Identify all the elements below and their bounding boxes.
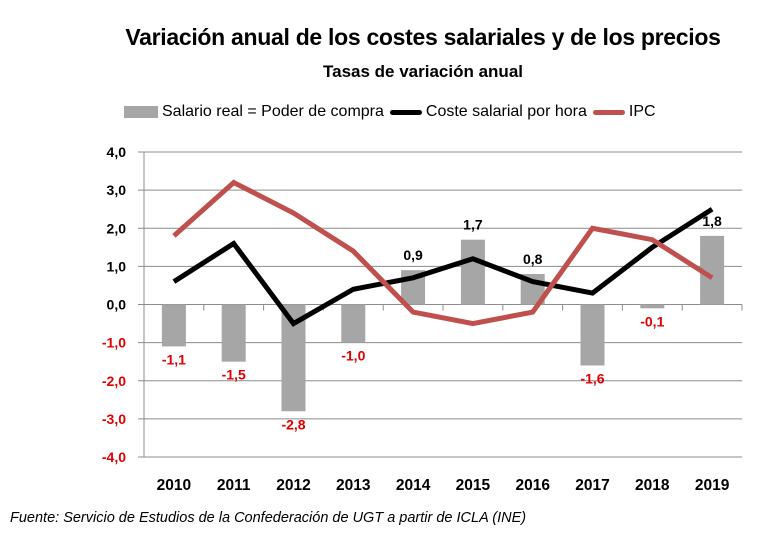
y-tick-label: 1,0	[107, 258, 127, 274]
x-tick-label: 2012	[276, 477, 310, 494]
y-tick-label: -2,0	[102, 373, 126, 389]
bar-data-label: 1,8	[702, 213, 722, 229]
bar-data-label: -2,8	[281, 416, 305, 432]
x-tick-label: 2013	[336, 477, 371, 494]
y-tick-label: -4,0	[102, 449, 126, 465]
y-tick-label: 2,0	[107, 220, 127, 236]
legend-swatch-black-line	[389, 109, 422, 115]
legend-label-coste-salarial: Coste salarial por hora	[425, 103, 587, 120]
bar-data-label: 1,7	[463, 217, 483, 233]
chart-subtitle: Tasas de variación anual	[323, 62, 523, 81]
legend-label-salario-real: Salario real = Poder de compra	[162, 103, 384, 120]
line-coste-salarial	[172, 207, 714, 327]
bar-data-label: -1,1	[162, 351, 186, 367]
x-tick-label: 2014	[396, 477, 431, 494]
bar-data-label: 0,9	[403, 247, 423, 263]
bar	[640, 304, 665, 309]
x-tick-label: 2015	[456, 477, 491, 494]
bar-data-label: -0,1	[640, 313, 664, 329]
legend: Salario real = Poder de compra Coste sal…	[124, 103, 662, 121]
legend-swatch-bar	[124, 106, 158, 118]
bar	[341, 304, 366, 343]
bar	[460, 239, 485, 305]
legend-item-coste-salarial: Coste salarial por hora	[389, 103, 587, 121]
x-tick-label: 2016	[515, 477, 550, 494]
line-ipc	[172, 179, 714, 327]
bar-data-label: -1,5	[222, 367, 246, 383]
source-note: Fuente: Servicio de Estudios de la Confe…	[10, 510, 527, 526]
bar	[161, 304, 186, 347]
y-tick-label: -1,0	[102, 335, 126, 351]
legend-item-ipc: IPC	[592, 103, 656, 121]
x-tick-label: 2017	[575, 477, 609, 494]
bar-data-label: 0,8	[523, 251, 543, 267]
legend-label-ipc: IPC	[628, 103, 656, 120]
y-tick-label: -3,0	[102, 411, 126, 427]
bar	[221, 304, 246, 362]
bar	[580, 304, 605, 366]
x-tick-label: 2010	[157, 477, 191, 494]
x-tick-label: 2019	[695, 477, 730, 494]
bar-data-label: -1,0	[341, 348, 365, 364]
legend-swatch-red-line	[592, 109, 625, 115]
x-tick-label: 2018	[635, 477, 670, 494]
y-tick-label: 0,0	[107, 297, 127, 313]
legend-item-salario-real: Salario real = Poder de compra	[124, 103, 384, 121]
y-tick-label: 4,0	[107, 144, 127, 160]
x-tick-label: 2011	[217, 477, 251, 494]
y-tick-label: 3,0	[107, 182, 127, 198]
bar-data-label: -1,6	[580, 371, 604, 387]
chart-title: Variación anual de los costes salariales…	[125, 24, 721, 50]
